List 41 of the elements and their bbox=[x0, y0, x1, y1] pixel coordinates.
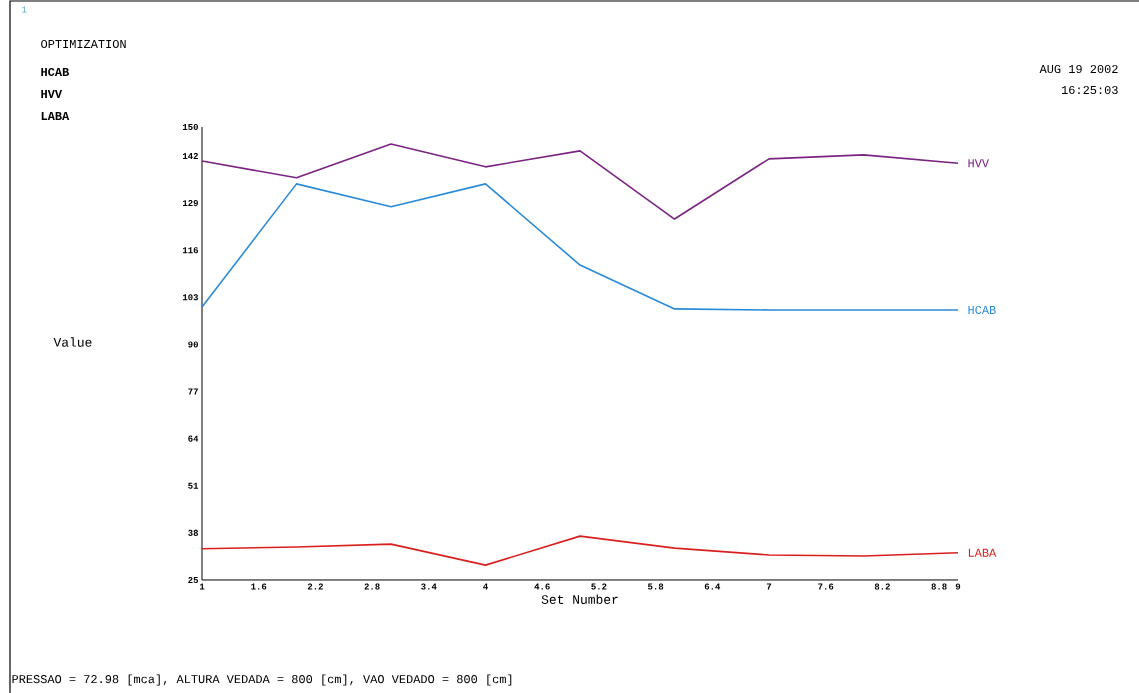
x-tick-label: 8.8 bbox=[931, 583, 947, 590]
x-tick-label: 2.2 bbox=[307, 583, 323, 590]
x-tick-label: 1 bbox=[199, 583, 205, 590]
text: LABA bbox=[41, 112, 70, 120]
text: 16:25:03 bbox=[1061, 85, 1118, 95]
series-label: LABA bbox=[968, 548, 997, 557]
y-tick-label: 142 bbox=[182, 152, 198, 159]
line-series bbox=[201, 143, 959, 220]
y-tick-label: 150 bbox=[182, 123, 198, 131]
text: AUG 19 2002 bbox=[1039, 64, 1118, 74]
text: OPTIMIZATION bbox=[41, 39, 126, 49]
y-tick-label: 129 bbox=[182, 200, 198, 207]
y-tick-label: 103 bbox=[182, 294, 199, 301]
x-tick-label: 8.2 bbox=[874, 583, 890, 590]
text: HCAB bbox=[41, 67, 69, 77]
y-tick-label: 116 bbox=[182, 247, 198, 254]
y-tick-label: 90 bbox=[188, 341, 198, 348]
x-tick-label: 7 bbox=[766, 583, 772, 590]
x-tick-label: 1.6 bbox=[251, 583, 267, 590]
y-tick-label: 77 bbox=[188, 388, 198, 395]
x-tick-label: 9 bbox=[955, 583, 961, 590]
x-axis-title: Set Number bbox=[541, 594, 618, 604]
x-tick-label: 7.6 bbox=[818, 583, 834, 590]
y-tick-label: 25 bbox=[188, 576, 199, 584]
line-series bbox=[201, 535, 959, 566]
text: 1 bbox=[22, 6, 27, 13]
x-tick-label: 5.8 bbox=[647, 583, 664, 590]
x-tick-label: 2.8 bbox=[364, 583, 380, 590]
series-label: HVV bbox=[968, 159, 989, 168]
x-tick-label: 6.4 bbox=[704, 583, 721, 590]
y-tick-label: 38 bbox=[188, 529, 199, 536]
x-tick-label: 4 bbox=[483, 583, 488, 590]
series-label: HCAB bbox=[968, 305, 996, 315]
x-tick-label: 3.4 bbox=[421, 583, 437, 590]
x-tick-label: 4.6 bbox=[534, 583, 550, 590]
y-tick-label: 51 bbox=[188, 482, 199, 489]
text: PRESSAO = 72.98 [mca], ALTURA VEDADA = 800 [cm], VAO VEDADO = 800 [cm] bbox=[12, 674, 512, 686]
y-tick-label: 64 bbox=[188, 435, 199, 442]
x-tick-label: 5.2 bbox=[591, 583, 607, 590]
text: HVV bbox=[41, 90, 63, 98]
text: Value bbox=[53, 337, 92, 347]
